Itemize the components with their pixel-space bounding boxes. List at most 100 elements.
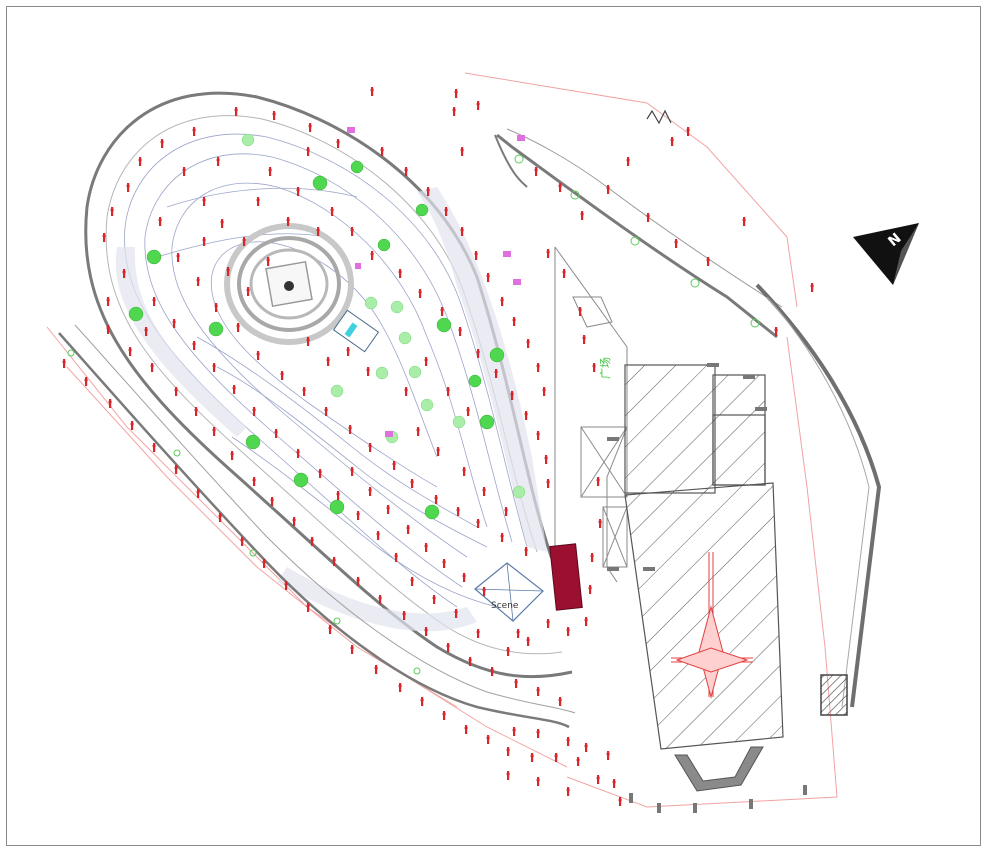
elevation-marker-dot (174, 466, 178, 470)
elevation-marker-dot (468, 658, 472, 662)
elevation-marker-dot (582, 336, 586, 340)
elevation-marker-dot (542, 388, 546, 392)
elevation-marker-dot (128, 348, 132, 352)
elevation-marker-dot (346, 348, 350, 352)
elevation-marker-dot (158, 218, 162, 222)
elevation-marker-dot (506, 648, 510, 652)
elevation-marker-dot (646, 214, 650, 218)
elevation-marker-dot (536, 688, 540, 692)
elevation-marker-dot (246, 288, 250, 292)
slope-shading (115, 187, 547, 632)
elevation-marker-dot (386, 506, 390, 510)
elevation-marker-dot (578, 308, 582, 312)
elevation-marker-dot (742, 218, 746, 222)
elevation-marker-dot (490, 668, 494, 672)
elevation-marker-dot (348, 426, 352, 430)
elevation-marker-dot (460, 148, 464, 152)
elevation-marker-dot (356, 512, 360, 516)
elevation-marker-dot (326, 358, 330, 362)
elevation-marker-dot (392, 462, 396, 466)
elevation-marker-dot (106, 326, 110, 330)
elevation-marker-dot (316, 228, 320, 232)
elevation-marker-dot (378, 596, 382, 600)
elevation-marker-dot (590, 554, 594, 558)
elevation-marker-dot (510, 392, 514, 396)
elevation-marker-dot (534, 168, 538, 172)
elevation-marker-dot (442, 560, 446, 564)
elevation-marker-dot (512, 728, 516, 732)
elevation-marker-dot (350, 646, 354, 650)
green-ring-markers (67, 154, 760, 675)
elevation-marker-dot (256, 198, 260, 202)
elevation-marker-dot (458, 328, 462, 332)
red-block (549, 543, 583, 611)
top-symbol (646, 109, 672, 125)
elevation-marker-dot (152, 444, 156, 448)
elevation-marker-dot (150, 364, 154, 368)
elevation-marker-dot (476, 630, 480, 634)
elevation-marker-dot (402, 612, 406, 616)
elevation-marker-dot (394, 554, 398, 558)
elevation-marker-dot (374, 666, 378, 670)
site-plan-frame: Scene 广场 N (6, 6, 981, 846)
elevation-marker-dot (172, 320, 176, 324)
elevation-marker-dot (176, 254, 180, 258)
elevation-marker-dot (266, 258, 270, 262)
elevation-marker-dot (280, 372, 284, 376)
elevation-marker-dot (418, 290, 422, 294)
elevation-marker-dot (546, 250, 550, 254)
elevation-marker-dot (102, 234, 106, 238)
elevation-marker-dot (310, 538, 314, 542)
hilltop-rings (224, 223, 354, 345)
elevation-marker-dot (462, 468, 466, 472)
elevation-marker-dot (464, 726, 468, 730)
elevation-marker-dot (566, 628, 570, 632)
elevation-marker-dot (398, 684, 402, 688)
elevation-marker-dot (546, 620, 550, 624)
elevation-marker-dot (368, 488, 372, 492)
elevation-marker-dot (674, 240, 678, 244)
elevation-marker-dot (366, 368, 370, 372)
elevation-marker-dot (296, 188, 300, 192)
elevation-marker-dot (446, 388, 450, 392)
elevation-marker-dot (216, 158, 220, 162)
elevation-marker-dot (426, 188, 430, 192)
elevation-marker-dot (196, 278, 200, 282)
elevation-marker-dot (592, 364, 596, 368)
elevation-marker-dot (424, 628, 428, 632)
elevation-marker-dot (474, 252, 478, 256)
elevation-marker-dot (410, 480, 414, 484)
ne-road (494, 128, 783, 339)
elevation-marker-dot (536, 730, 540, 734)
elevation-marker-dot (108, 400, 112, 404)
elevation-marker-dot (252, 478, 256, 482)
elevation-marker-dot (410, 578, 414, 582)
elevation-marker-dot (500, 298, 504, 302)
elevation-marker-dot (454, 610, 458, 614)
elevation-marker-dot (202, 238, 206, 242)
elevation-marker-dot (84, 378, 88, 382)
elevation-marker-dot (350, 468, 354, 472)
elevation-marker-dot (308, 124, 312, 128)
elevation-marker-dot (194, 408, 198, 412)
elevation-marker-dot (442, 712, 446, 716)
elevation-marker-dot (370, 252, 374, 256)
elevation-marker-dot (130, 422, 134, 426)
elevation-marker-dot (226, 268, 230, 272)
elevation-marker-dot (584, 744, 588, 748)
elevation-marker-dot (598, 520, 602, 524)
elevation-marker-dot (214, 304, 218, 308)
elevation-marker-dot (404, 388, 408, 392)
elevation-marker-dot (424, 544, 428, 548)
elevation-marker-dot (482, 488, 486, 492)
elevation-marker-dot (466, 408, 470, 412)
elevation-marker-dot (420, 698, 424, 702)
elevation-marker-dot (444, 208, 448, 212)
elevation-marker-dot (192, 128, 196, 132)
elevation-marker-dot (454, 90, 458, 94)
elevation-marker-dot (328, 626, 332, 630)
elevation-marker-dot (504, 508, 508, 512)
elevation-marker-dot (810, 284, 814, 288)
elevation-marker-dot (242, 238, 246, 242)
elevation-marker-dot (202, 198, 206, 202)
